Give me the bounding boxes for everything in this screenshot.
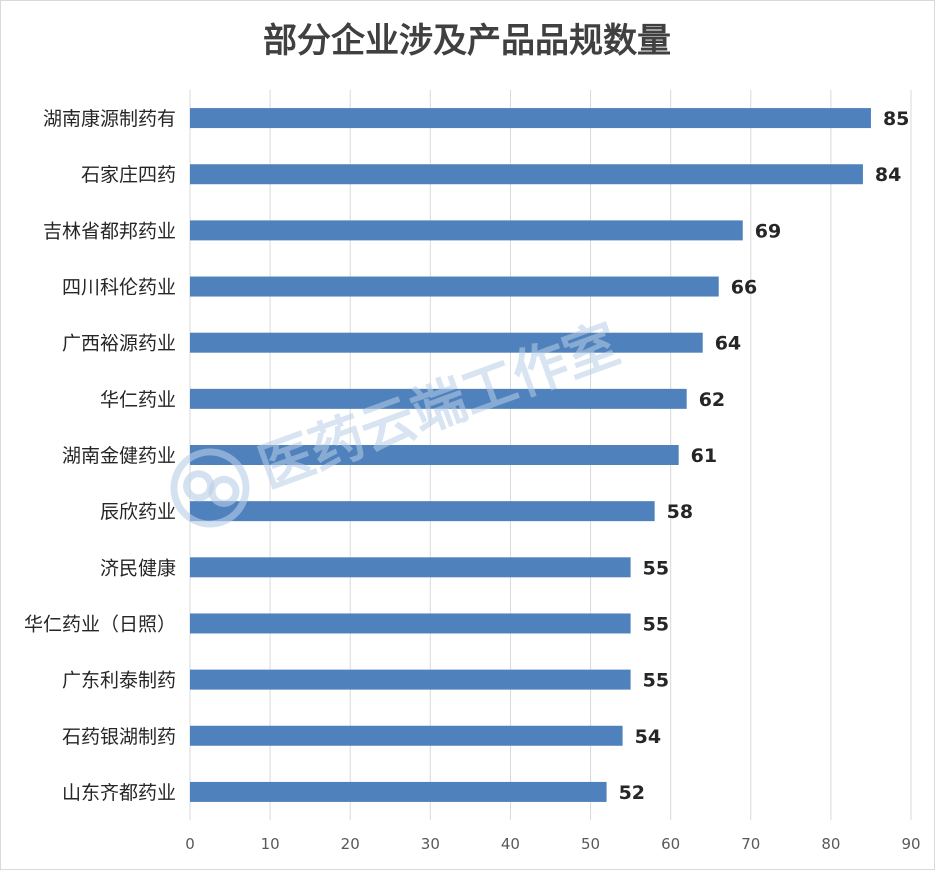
bar bbox=[190, 669, 631, 690]
category-label: 湖南金健药业 bbox=[62, 445, 176, 467]
category-label: 四川科伦药业 bbox=[62, 277, 176, 299]
watermark-logo-icon bbox=[170, 448, 250, 528]
category-labels: 湖南康源制药有石家庄四药吉林省都邦药业四川科伦药业广西裕源药业华仁药业湖南金健药… bbox=[24, 108, 176, 804]
bar bbox=[190, 220, 743, 241]
bar bbox=[190, 332, 703, 353]
bars bbox=[190, 108, 871, 802]
category-label: 华仁药业 bbox=[100, 389, 176, 411]
bar bbox=[190, 164, 863, 185]
value-label: 58 bbox=[667, 501, 693, 523]
value-label: 64 bbox=[715, 333, 741, 355]
category-label: 辰欣药业 bbox=[100, 501, 176, 523]
value-label: 85 bbox=[883, 108, 909, 130]
bar bbox=[190, 557, 631, 578]
category-label: 湖南康源制药有 bbox=[43, 108, 176, 130]
bar bbox=[190, 781, 607, 802]
x-tick-label: 10 bbox=[261, 835, 280, 853]
chart-title: 部分企业涉及产品品规数量 bbox=[263, 21, 671, 61]
bar bbox=[190, 276, 719, 297]
category-label: 石药银湖制药 bbox=[62, 726, 176, 748]
x-axis-tick-labels: 0 10 20 30 40 50 60 70 80 90 bbox=[185, 835, 920, 853]
category-label: 山东齐都药业 bbox=[62, 782, 176, 804]
value-label: 54 bbox=[635, 726, 661, 748]
x-tick-label: 0 bbox=[185, 835, 195, 853]
bar bbox=[190, 108, 871, 129]
value-labels: 85 84 69 66 64 62 61 58 55 55 55 54 52 bbox=[619, 108, 910, 804]
value-label: 69 bbox=[755, 220, 781, 242]
x-tick-label: 40 bbox=[501, 835, 520, 853]
value-label: 66 bbox=[731, 277, 757, 299]
x-tick-label: 60 bbox=[661, 835, 680, 853]
bar bbox=[190, 445, 679, 465]
category-label: 广东利泰制药 bbox=[62, 670, 176, 692]
x-tick-label: 70 bbox=[741, 835, 760, 853]
bar bbox=[190, 725, 623, 746]
value-label: 52 bbox=[619, 782, 645, 804]
bar bbox=[190, 501, 655, 522]
category-label: 吉林省都邦药业 bbox=[43, 220, 176, 242]
value-label: 61 bbox=[691, 445, 717, 467]
category-label: 石家庄四药 bbox=[81, 164, 176, 186]
value-label: 62 bbox=[699, 389, 725, 411]
x-tick-label: 80 bbox=[821, 835, 840, 853]
category-label: 广西裕源药业 bbox=[62, 333, 176, 355]
value-label: 55 bbox=[643, 613, 669, 635]
category-label: 济民健康 bbox=[100, 557, 176, 579]
bar bbox=[190, 613, 631, 634]
gridlines bbox=[189, 90, 912, 820]
value-label: 55 bbox=[643, 670, 669, 692]
value-label: 55 bbox=[643, 557, 669, 579]
x-tick-label: 50 bbox=[581, 835, 600, 853]
value-label: 84 bbox=[875, 164, 901, 186]
x-tick-label: 20 bbox=[341, 835, 360, 853]
x-tick-label: 30 bbox=[421, 835, 440, 853]
category-label: 华仁药业（日照） bbox=[24, 613, 176, 635]
x-tick-label: 90 bbox=[901, 835, 920, 853]
bar bbox=[190, 388, 687, 409]
